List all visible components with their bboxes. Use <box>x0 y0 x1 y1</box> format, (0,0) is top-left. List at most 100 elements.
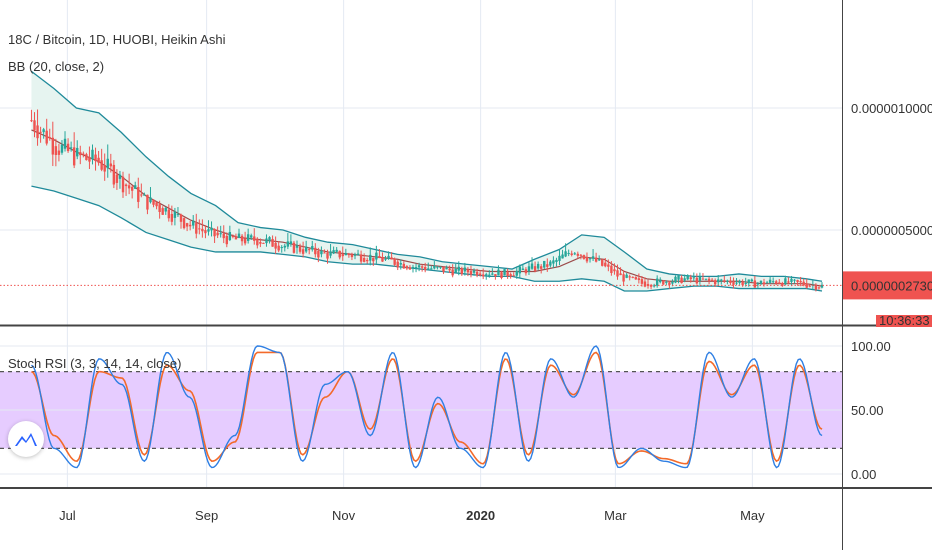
candle-body <box>601 259 604 266</box>
candle-body <box>51 137 55 155</box>
candle-body <box>591 256 595 259</box>
candle-body <box>552 260 555 264</box>
candle-body <box>301 249 305 254</box>
candle-body <box>762 282 766 285</box>
candle-body <box>246 234 250 241</box>
candle-body <box>192 220 195 226</box>
candle-body <box>155 202 158 207</box>
candle-body <box>820 284 824 288</box>
candle-body <box>771 281 775 283</box>
candle-body <box>228 232 232 241</box>
candle-body <box>326 252 329 259</box>
logo-icon <box>15 433 37 446</box>
candle-body <box>619 273 622 276</box>
candle-body <box>262 242 265 244</box>
candle-body <box>466 269 470 273</box>
candle-body <box>164 207 167 212</box>
candle-body <box>597 259 601 261</box>
candle-body <box>500 272 503 278</box>
candle-body <box>454 268 457 273</box>
candle-body <box>57 150 61 155</box>
candle-body <box>710 279 714 281</box>
candle-body <box>33 120 36 131</box>
candle-body <box>216 232 219 236</box>
candle-body <box>631 276 634 278</box>
candle-body <box>63 138 67 149</box>
time-tick-label: 2020 <box>466 508 495 523</box>
stoch-k-line <box>31 345 823 469</box>
candle-body <box>634 277 638 280</box>
candle-body <box>622 274 625 282</box>
candle-body <box>341 254 344 257</box>
candle-body <box>680 277 683 284</box>
candle-body <box>707 278 711 281</box>
candle-body <box>161 208 164 215</box>
candle-body <box>124 184 128 187</box>
candle-body <box>637 278 641 281</box>
candle-body <box>103 164 106 172</box>
candle-body <box>274 242 277 249</box>
chart-title: 18C / Bitcoin, 1D, HUOBI, Heikin Ashi <box>8 32 226 47</box>
candle-body <box>39 131 42 133</box>
candle-body <box>506 272 509 277</box>
candle-body <box>94 154 97 161</box>
candle-body <box>387 255 390 260</box>
candle-body <box>659 279 662 283</box>
candle-body <box>298 246 302 252</box>
candle-body <box>512 275 515 277</box>
candle-body <box>701 278 705 280</box>
candle-body <box>237 233 241 238</box>
candle-body <box>732 281 735 285</box>
candle-body <box>320 250 323 255</box>
candle-body <box>497 269 500 276</box>
candle-body <box>359 254 363 262</box>
candle-body <box>323 252 326 254</box>
time-tick-label: Jul <box>59 508 76 523</box>
tradingview-logo[interactable] <box>8 421 44 457</box>
candle-body <box>533 266 537 271</box>
time-tick-label: Sep <box>195 508 218 523</box>
candle-body <box>625 274 628 278</box>
candle-body <box>271 238 274 247</box>
candle-body <box>692 277 696 279</box>
candle-body <box>350 254 354 258</box>
candle-body <box>616 270 619 277</box>
candle-body <box>176 214 180 216</box>
candle-body <box>207 229 210 232</box>
candle-body <box>713 280 717 285</box>
candle-body <box>390 257 393 260</box>
price-tick-label: 0.0000005000 <box>851 223 932 238</box>
candle-body <box>695 277 699 284</box>
candle-body <box>253 236 256 241</box>
candle-body <box>335 249 338 252</box>
candle-body <box>182 218 186 229</box>
candle-body <box>115 174 119 183</box>
candle-body <box>726 280 729 282</box>
candle-body <box>488 274 491 276</box>
candle-body <box>417 265 421 268</box>
candle-body <box>503 269 506 276</box>
candle-body <box>399 263 402 265</box>
candle-body <box>289 241 293 245</box>
candle-body <box>30 120 33 122</box>
countdown-label: 10:36:33 <box>879 313 930 328</box>
candle-body <box>775 281 778 284</box>
candle-body <box>259 242 262 244</box>
candle-body <box>445 267 448 270</box>
candle-body <box>353 254 357 256</box>
candle-body <box>130 186 134 191</box>
candle-body <box>317 251 320 258</box>
candle-body <box>140 194 143 196</box>
candle-body <box>817 287 821 289</box>
candle-body <box>430 268 433 270</box>
candle-body <box>744 283 747 285</box>
candle-body <box>570 253 573 255</box>
candle-body <box>42 129 45 133</box>
candle-body <box>683 278 686 281</box>
candle-body <box>607 264 610 267</box>
candle-body <box>384 258 387 260</box>
candle-body <box>747 279 750 284</box>
candle-body <box>573 253 576 255</box>
